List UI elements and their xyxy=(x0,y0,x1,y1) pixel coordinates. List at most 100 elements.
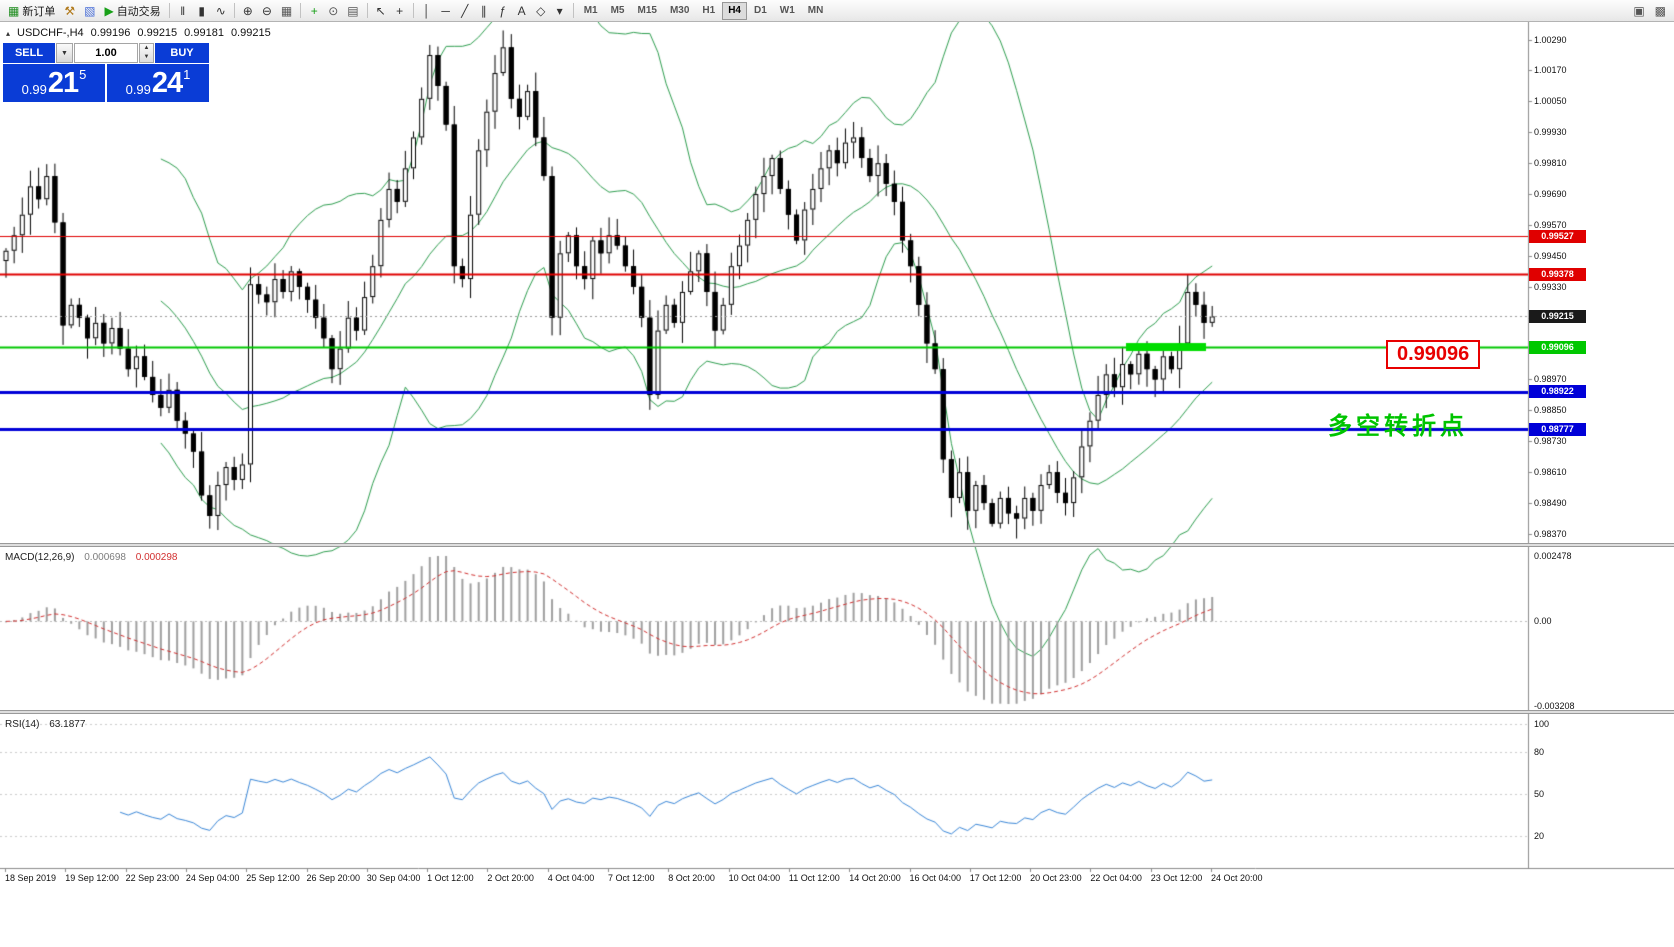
toolbar-separator xyxy=(300,3,302,18)
templates-icon: ▤ xyxy=(347,3,359,18)
objects-dropdown[interactable]: ▾ xyxy=(551,1,569,21)
macd-value-signal: 0.000298 xyxy=(135,552,178,563)
timeframe-button-h4[interactable]: H4 xyxy=(722,1,747,20)
fibonacci-icon: ƒ xyxy=(499,3,507,18)
chart-canvas[interactable] xyxy=(0,22,1674,947)
panels-button[interactable]: ▩ xyxy=(1651,1,1670,21)
buy-button[interactable]: BUY xyxy=(155,43,209,63)
experts-button[interactable]: ⚒ xyxy=(60,1,79,21)
symbol-title: USDCHF-,H4 xyxy=(17,27,84,39)
chart-region[interactable]: ▴ USDCHF-,H4 0.99196 0.99215 0.99181 0.9… xyxy=(0,22,1674,947)
candlestick-icon: ▮ xyxy=(198,3,205,18)
autotrading-icon: ▶ xyxy=(104,3,114,18)
autotrading-button-label: 自动交易 xyxy=(116,5,161,18)
tile-windows-button[interactable]: ▦ xyxy=(277,1,296,21)
time-axis-label: 11 Oct 12:00 xyxy=(788,873,840,883)
crosshair-icon: + xyxy=(396,3,404,18)
time-axis-label: 24 Sep 04:00 xyxy=(185,873,240,883)
price-axis-tick: 1.00290 xyxy=(1534,34,1567,45)
timeframe-button-m5[interactable]: M5 xyxy=(610,5,625,16)
toolbar-separator xyxy=(233,3,235,18)
pane-splitter-rsi[interactable] xyxy=(0,710,1674,714)
autotrading-button[interactable]: ▶ 自动交易 xyxy=(100,1,164,21)
candlestick-button[interactable]: ▮ xyxy=(193,1,211,21)
price-axis-tick: 0.98610 xyxy=(1534,467,1567,478)
price-axis-tick: 0.99450 xyxy=(1534,250,1567,261)
indicators-icon: + xyxy=(310,3,318,18)
time-axis-label: 24 Oct 20:00 xyxy=(1211,873,1263,883)
hline-button[interactable]: ─ xyxy=(437,1,455,21)
time-axis-label: 20 Oct 23:00 xyxy=(1030,873,1082,883)
price-axis-tick: 0.99690 xyxy=(1534,189,1567,200)
text-button[interactable]: A xyxy=(513,1,531,21)
ohlc-close: 0.99215 xyxy=(230,27,271,39)
volume-up-icon[interactable]: ▲ xyxy=(143,45,150,51)
macd-value-main: 0.000698 xyxy=(84,552,126,563)
zoom-out-button[interactable]: ⊖ xyxy=(258,1,276,21)
timeframe-button-h1[interactable]: H1 xyxy=(702,5,716,16)
price-axis-tick: 1.00050 xyxy=(1534,96,1567,107)
tile-windows-icon: ▦ xyxy=(280,3,293,18)
timeframe-button-m15[interactable]: M15 xyxy=(637,5,657,16)
time-axis-label: 14 Oct 20:00 xyxy=(849,873,901,883)
price-axis-tick: 0.98850 xyxy=(1534,405,1567,416)
vline-button[interactable]: │ xyxy=(418,1,436,21)
sell-button[interactable]: SELL xyxy=(3,43,55,63)
rsi-axis-tick: 50 xyxy=(1534,789,1545,799)
volume-down-icon[interactable]: ▼ xyxy=(143,54,150,60)
symbol-icon: ▴ xyxy=(6,28,11,38)
new-order-button-label: 新订单 xyxy=(22,5,56,18)
line-chart-button[interactable]: ∿ xyxy=(212,1,230,21)
volume-stepper[interactable]: ▲ ▼ xyxy=(139,43,154,63)
time-axis[interactable]: 18 Sep 2019 19 Sep 12:00 22 Sep 23:00 24 Se… xyxy=(0,870,1674,892)
macd-axis-tick: -0.003208 xyxy=(1534,701,1575,711)
crosshair-button[interactable]: + xyxy=(391,1,409,21)
price-axis-tick: 0.98970 xyxy=(1534,374,1567,385)
indicators-button[interactable]: + xyxy=(305,1,323,21)
new-order-icon: ▦ xyxy=(8,3,20,18)
timeframe-button-mn[interactable]: MN xyxy=(807,5,824,16)
macd-axis-tick: 0.00 xyxy=(1534,616,1552,627)
fibonacci-button[interactable]: ƒ xyxy=(494,1,512,21)
price-axis-tick: 0.99570 xyxy=(1534,219,1567,230)
timeframe-button-m1[interactable]: M1 xyxy=(583,5,598,16)
periods-button[interactable]: ⊙ xyxy=(324,1,342,21)
pane-splitter-macd[interactable] xyxy=(0,543,1674,547)
cursor-button[interactable]: ↖ xyxy=(372,1,390,21)
time-axis-label: 30 Sep 04:00 xyxy=(366,873,421,883)
vline-icon: │ xyxy=(422,3,431,18)
cursor-icon: ↖ xyxy=(375,3,386,18)
docking-icon: ▣ xyxy=(1633,3,1645,18)
time-axis-label: 1 Oct 12:00 xyxy=(427,873,474,883)
timeframe-button-m30[interactable]: M30 xyxy=(669,5,690,16)
rsi-name: RSI(14) xyxy=(5,719,40,730)
volume-dropdown-icon[interactable]: ▼ xyxy=(56,43,73,63)
toolbar-separator xyxy=(412,3,414,18)
price-tag: 0.98777 xyxy=(1529,422,1586,436)
toolbar-separator xyxy=(168,3,170,18)
trendline-button[interactable]: ╱ xyxy=(456,1,474,21)
time-axis-label: 2 Oct 20:00 xyxy=(487,873,534,883)
profiles-button[interactable]: ▧ xyxy=(80,1,99,21)
timeframe-button-w1[interactable]: W1 xyxy=(779,5,795,16)
new-order-button[interactable]: ▦ 新订单 xyxy=(4,1,59,21)
channel-button[interactable]: ∥ xyxy=(475,1,493,21)
price-axis-tick: 0.98490 xyxy=(1534,498,1567,509)
price-axis-tick: 0.99810 xyxy=(1534,158,1567,169)
timeframe-button-d1[interactable]: D1 xyxy=(754,5,767,16)
price-axis-tick: 0.99330 xyxy=(1534,281,1567,292)
volume-input[interactable] xyxy=(74,43,138,63)
main-toolbar: ▦ 新订单 ⚒ ▧ ▶ 自动交易 ‖ ▮ ∿ ⊕ ⊖ ▦ + ⊙ ▤ ↖ + │ ─ ╱ ∥ ƒ A ◇ ▾ M1 M5 M15 M30… xyxy=(0,0,1674,22)
bar-chart-button[interactable]: ‖ xyxy=(174,1,192,21)
templates-button[interactable]: ▤ xyxy=(343,1,362,21)
objects-icon: ▾ xyxy=(556,3,563,18)
experts-icon: ⚒ xyxy=(64,3,76,18)
zoom-in-button[interactable]: ⊕ xyxy=(239,1,257,21)
turning-point-label[interactable]: 多空转折点 xyxy=(1328,413,1468,440)
buy-price-panel[interactable]: 0.99 24 1 xyxy=(107,64,209,102)
docking-button[interactable]: ▣ xyxy=(1629,1,1648,21)
arrows-button[interactable]: ◇ xyxy=(532,1,550,21)
time-axis-label: 23 Oct 12:00 xyxy=(1150,873,1203,883)
price-callout[interactable]: 0.99096 xyxy=(1386,340,1481,369)
sell-price-panel[interactable]: 0.99 21 5 xyxy=(3,64,105,102)
